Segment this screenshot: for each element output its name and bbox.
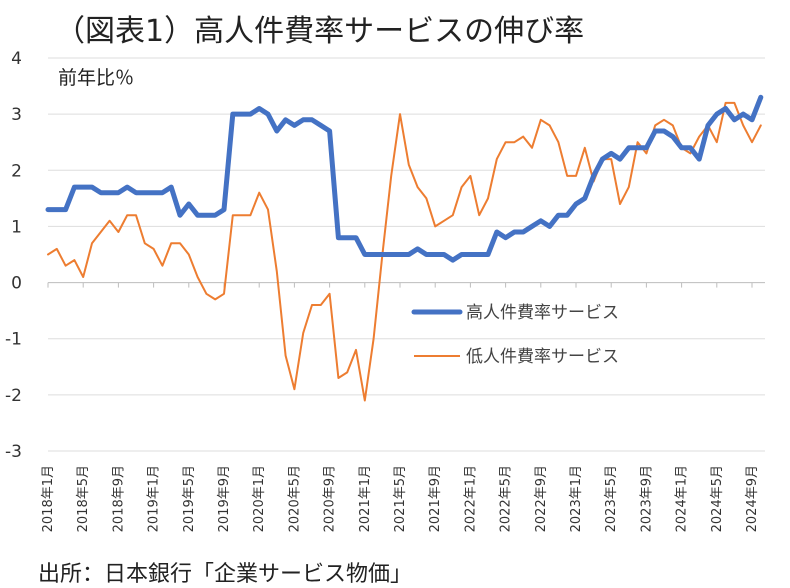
y-tick-label: -3 (5, 442, 22, 462)
y-tick-label: 3 (11, 105, 22, 125)
y-tick-label: 2 (11, 161, 22, 181)
y-axis-ticks: 4 3 2 1 0 -1 -2 -3 (5, 49, 22, 462)
gridlines (48, 57, 765, 452)
x-tick-label: 2022年1月 (463, 465, 478, 532)
x-tick-label: 2023年9月 (639, 465, 654, 532)
x-tick-label: 2020年1月 (252, 465, 267, 532)
legend-label-high-labor: 高人件費率サービス (466, 303, 619, 323)
x-tick-label: 2018年5月 (76, 465, 91, 532)
y-tick-label: -1 (5, 330, 22, 350)
x-tick-label: 2022年9月 (534, 465, 549, 532)
x-tick-label: 2024年1月 (675, 465, 690, 532)
y-tick-label: 4 (11, 49, 22, 69)
legend: 高人件費率サービス 低人件費率サービス (411, 303, 619, 367)
x-tick-label: 2019年5月 (182, 465, 197, 532)
x-tick-label: 2018年9月 (111, 465, 126, 532)
x-tick-label: 2021年9月 (428, 465, 443, 532)
x-tick-label: 2023年1月 (569, 465, 584, 532)
x-tick-label: 2018年1月 (41, 465, 56, 532)
x-tick-label: 2021年5月 (393, 465, 408, 532)
x-tick-label: 2022年5月 (499, 465, 514, 532)
x-tick-label: 2021年1月 (358, 465, 373, 532)
x-tick-label: 2024年9月 (745, 465, 760, 532)
x-tick-label: 2019年9月 (217, 465, 232, 532)
y-tick-label: -2 (5, 386, 22, 406)
x-tick-label: 2020年9月 (323, 465, 338, 532)
y-tick-label: 1 (11, 217, 22, 237)
y-tick-label: 0 (11, 274, 22, 294)
source-note: 出所：日本銀行「企業サービス物価」 (38, 562, 413, 587)
x-tick-label: 2020年5月 (287, 465, 302, 532)
series-line-low-labor (47, 101, 762, 402)
legend-label-low-labor: 低人件費率サービス (466, 347, 619, 367)
x-tick-label: 2019年1月 (147, 465, 162, 532)
y-axis-label: 前年比％ (58, 67, 134, 89)
series-line-high-labor (45, 94, 764, 263)
x-tick-label: 2023年5月 (604, 465, 619, 532)
x-axis-ticks: 2018年1月 2018年5月 2018年9月 2019年1月 2019年5月 2019年… (41, 282, 760, 532)
series-lines (45, 94, 764, 402)
x-tick-label: 2024年5月 (710, 465, 725, 532)
chart-title: （図表1）高人件費率サービスの伸び率 (55, 14, 585, 49)
